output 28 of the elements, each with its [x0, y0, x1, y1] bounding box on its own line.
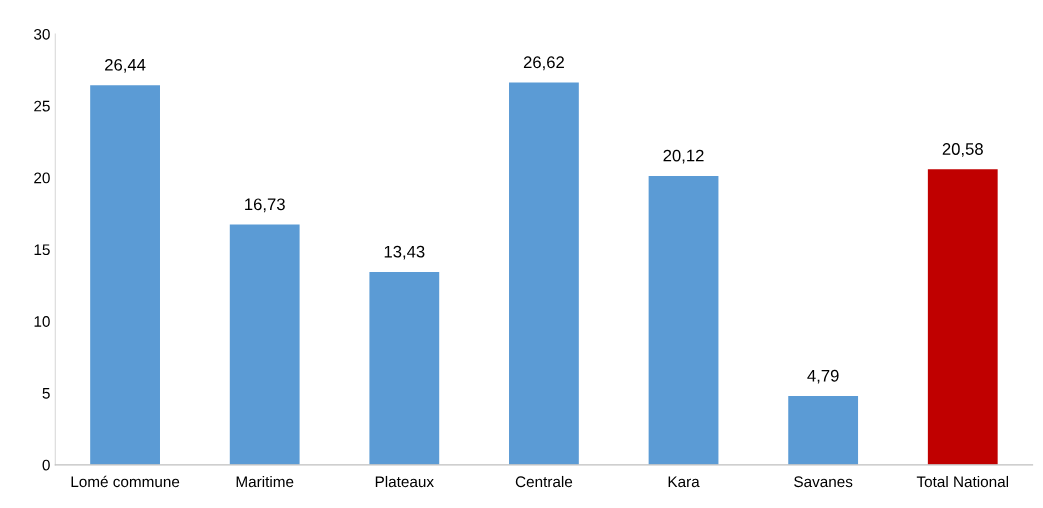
y-tick-label: 10: [34, 316, 50, 327]
data-label: 20,12: [663, 149, 704, 164]
x-tick-label: Lomé commune: [71, 475, 180, 488]
y-tick-label: 15: [34, 244, 50, 256]
data-label: 13,43: [384, 245, 425, 260]
bar: [648, 175, 719, 465]
x-tick-label: Centrale: [515, 475, 573, 488]
y-tick-label: 20: [34, 172, 50, 184]
x-tick-label: Maritime: [236, 475, 294, 488]
x-tick-label: Savanes: [794, 476, 853, 488]
bar: [788, 396, 859, 465]
y-tick-label: 25: [34, 100, 50, 112]
bar: [229, 224, 300, 465]
data-label: 16,73: [245, 198, 285, 213]
data-label: 4,79: [807, 369, 839, 384]
x-tick-label: Total National: [916, 475, 1009, 488]
bar: [90, 85, 160, 465]
bar: [927, 169, 998, 465]
data-label: 26,62: [523, 56, 564, 71]
y-tick-label: 5: [42, 388, 50, 399]
y-tick-label: 0: [42, 459, 50, 471]
x-tick-label: Plateaux: [375, 475, 434, 488]
x-tick-label: Kara: [668, 476, 700, 488]
bar: [509, 82, 579, 465]
bar: [369, 271, 440, 465]
y-tick-label: 30: [34, 28, 50, 40]
data-label: 20,58: [942, 143, 983, 157]
data-label: 26,44: [105, 58, 146, 73]
